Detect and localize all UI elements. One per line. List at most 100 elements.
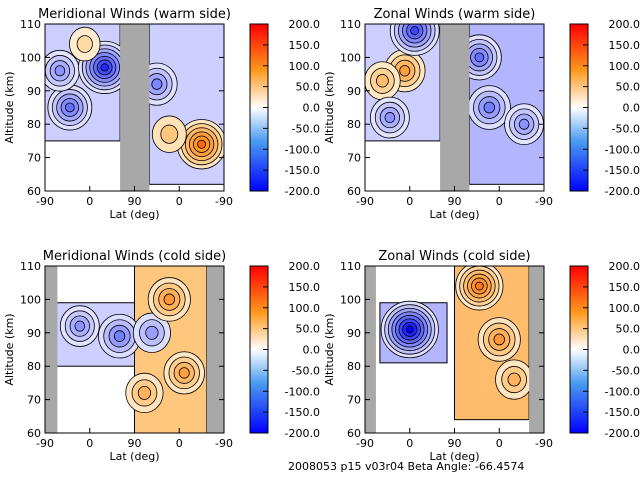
- plot-area: [365, 6, 544, 191]
- y-tick-label: 100: [340, 293, 361, 306]
- contour-line: [508, 373, 520, 386]
- y-tick-label: 70: [347, 152, 361, 165]
- y-tick-label: 100: [20, 293, 41, 306]
- colorbar-tick-label: 50.0: [296, 323, 321, 336]
- colorbar-tick-label: -150.0: [285, 406, 320, 419]
- y-axis-label: Altitude (km): [3, 313, 16, 385]
- footer-text: 2008053 p15 v03r04 Beta Angle: -66.4574: [288, 460, 524, 473]
- x-tick-label: 0: [176, 437, 183, 450]
- colorbar-tick-label: -200.0: [605, 185, 640, 198]
- colorbar-tick-label: 100.0: [609, 302, 640, 315]
- y-axis-label: Altitude (km): [323, 313, 336, 385]
- colorbar-tick-label: 0.0: [623, 344, 640, 357]
- colorbar-tick-label: 150.0: [609, 39, 640, 52]
- contour-line: [198, 140, 206, 148]
- colorbar-tick-label: 0.0: [623, 102, 640, 115]
- colorbar-tick-label: -50.0: [612, 364, 640, 377]
- colorbar-tick-label: 150.0: [289, 39, 321, 52]
- x-axis-label: Lat (deg): [430, 208, 480, 221]
- x-tick-label: -90: [535, 195, 553, 208]
- contour-line: [164, 294, 175, 305]
- data-gap: [365, 266, 376, 433]
- plot-area: [365, 262, 544, 433]
- contour-line: [179, 368, 189, 379]
- contour-line: [77, 36, 92, 53]
- colorbar-tick-label: 200.0: [289, 260, 321, 273]
- contour-line: [75, 321, 85, 331]
- contour-line: [138, 386, 150, 399]
- contour-line: [400, 65, 410, 76]
- colorbar-tick-label: 0.0: [303, 344, 321, 357]
- data-gap: [45, 266, 57, 433]
- colorbar-tick-label: -50.0: [292, 122, 320, 135]
- y-tick-label: 100: [20, 51, 41, 64]
- y-tick-label: 80: [27, 360, 41, 373]
- colorbar-tick-label: -200.0: [285, 185, 320, 198]
- y-tick-label: 110: [20, 18, 41, 31]
- y-tick-label: 90: [347, 327, 361, 340]
- colorbar-tick-label: -50.0: [612, 122, 640, 135]
- contour-line: [65, 103, 74, 112]
- x-tick-label: -90: [215, 437, 233, 450]
- y-tick-label: 70: [27, 152, 41, 165]
- data-gap: [440, 24, 469, 191]
- panel-title: Meridional Winds (warm side): [38, 7, 231, 22]
- panel-title: Meridional Winds (cold side): [43, 249, 226, 264]
- y-tick-label: 90: [27, 85, 41, 98]
- colorbar-tick-label: 100.0: [289, 302, 321, 315]
- x-tick-label: 90: [448, 437, 462, 450]
- contour-line: [152, 79, 162, 90]
- colorbar-tick-label: 50.0: [296, 81, 321, 94]
- panel-3: Meridional Winds (cold side)607080901001…: [3, 249, 320, 463]
- x-axis-label: Lat (deg): [110, 208, 160, 221]
- y-tick-label: 110: [340, 18, 361, 31]
- x-tick-label: -90: [36, 195, 54, 208]
- data-gap: [529, 266, 544, 433]
- x-tick-label: 0: [86, 437, 93, 450]
- contour-line: [519, 119, 529, 129]
- contour-line: [411, 27, 419, 35]
- colorbar-tick-label: -50.0: [292, 364, 320, 377]
- x-axis-label: Lat (deg): [110, 450, 160, 463]
- x-tick-label: 90: [128, 195, 142, 208]
- x-tick-label: 0: [406, 437, 413, 450]
- x-tick-label: -90: [36, 437, 54, 450]
- contour-line: [101, 64, 108, 71]
- contour-line: [146, 326, 158, 339]
- x-tick-label: 0: [176, 195, 183, 208]
- colorbar-tick-label: -100.0: [285, 143, 320, 156]
- x-tick-label: 90: [448, 195, 462, 208]
- colorbar-tick-label: -100.0: [605, 385, 640, 398]
- x-tick-label: 0: [496, 437, 503, 450]
- contour-line: [385, 112, 395, 122]
- y-tick-label: 90: [347, 85, 361, 98]
- x-tick-label: -90: [356, 437, 374, 450]
- y-tick-label: 110: [340, 260, 361, 273]
- x-tick-label: 90: [128, 437, 142, 450]
- colorbar-tick-label: 100.0: [289, 60, 321, 73]
- colorbar-tick-label: -150.0: [605, 164, 640, 177]
- panel-4: Zonal Winds (cold side)60708090100110-90…: [323, 249, 640, 463]
- contour-line: [55, 66, 65, 76]
- y-tick-label: 70: [27, 394, 41, 407]
- colorbar-tick-label: 200.0: [609, 260, 640, 273]
- x-tick-label: -90: [535, 437, 553, 450]
- contour-line: [475, 282, 483, 290]
- y-tick-label: 80: [347, 360, 361, 373]
- y-tick-label: 80: [347, 118, 361, 131]
- data-gap: [207, 266, 224, 433]
- contour-line: [406, 326, 413, 333]
- colorbar-tick-label: 50.0: [616, 323, 640, 336]
- contour-line: [114, 331, 125, 342]
- contour-line: [376, 74, 388, 87]
- colorbar-tick-label: 200.0: [289, 18, 321, 31]
- y-axis-label: Altitude (km): [3, 71, 16, 143]
- panel-2: Zonal Winds (warm side)60708090100110-90…: [323, 6, 640, 221]
- y-tick-label: 70: [347, 394, 361, 407]
- panel-title: Zonal Winds (warm side): [374, 7, 536, 22]
- colorbar-tick-label: -200.0: [605, 427, 640, 440]
- y-tick-label: 90: [27, 327, 41, 340]
- panel-title: Zonal Winds (cold side): [378, 249, 530, 264]
- x-tick-label: -90: [356, 195, 374, 208]
